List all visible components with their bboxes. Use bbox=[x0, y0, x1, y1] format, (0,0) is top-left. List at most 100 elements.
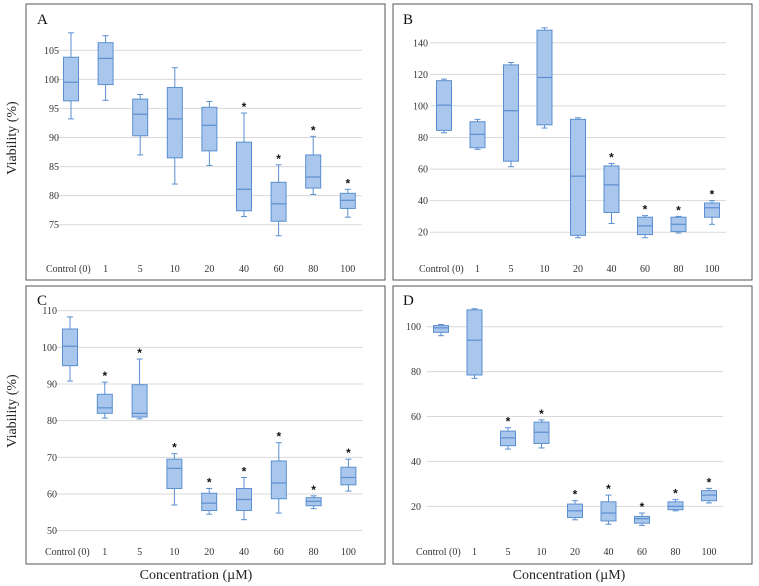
y-tick-label: 80 bbox=[411, 367, 421, 378]
panel-label: C bbox=[37, 293, 47, 309]
y-tick-label: 80 bbox=[418, 133, 428, 144]
y-tick-label: 120 bbox=[413, 70, 428, 81]
x-tick-label: 80 bbox=[308, 264, 318, 275]
y-tick-label: 20 bbox=[418, 228, 428, 239]
significance-mark: * bbox=[643, 203, 648, 217]
x-tick-label: 1 bbox=[475, 264, 480, 275]
panel-c: C 50 60 70 80 90 100 110 Control (0) 1 5 10 20 40 60 80… bbox=[25, 285, 386, 565]
y-tick-label: 90 bbox=[47, 380, 57, 391]
x-tick-label: 80 bbox=[674, 264, 684, 275]
x-tick-label: 20 bbox=[570, 547, 580, 558]
box-d-3: * bbox=[533, 407, 550, 449]
box-iqr bbox=[166, 458, 183, 489]
x-tick-label: 100 bbox=[702, 547, 717, 558]
box-iqr bbox=[634, 515, 650, 524]
x-tick-label: 1 bbox=[472, 547, 477, 558]
y-tick-label: 110 bbox=[42, 306, 57, 317]
significance-mark: * bbox=[609, 151, 614, 165]
x-tick-label: 1 bbox=[103, 264, 108, 275]
significance-mark: * bbox=[676, 203, 681, 217]
box-c-0 bbox=[62, 316, 78, 382]
box-b-8: * bbox=[704, 188, 720, 225]
box-a-4 bbox=[201, 100, 218, 166]
box-c-7: * bbox=[305, 483, 322, 510]
box-c-4: * bbox=[201, 476, 218, 515]
significance-mark: * bbox=[242, 100, 247, 114]
panel-label: B bbox=[403, 12, 413, 28]
box-b-5: * bbox=[603, 151, 620, 225]
y-tick-label: 80 bbox=[47, 416, 57, 427]
box-d-2: * bbox=[500, 415, 516, 450]
x-tick-label: 5 bbox=[506, 547, 511, 558]
box-iqr bbox=[704, 202, 720, 218]
box-a-2 bbox=[132, 93, 149, 156]
box-iqr bbox=[603, 165, 620, 213]
panel-frame bbox=[392, 3, 753, 281]
significance-mark: * bbox=[311, 483, 316, 497]
y-tick-label: 100 bbox=[44, 75, 59, 86]
box-iqr bbox=[166, 86, 183, 159]
x-tick-label: 60 bbox=[637, 547, 647, 558]
x-tick-label: 20 bbox=[573, 264, 583, 275]
box-b-2 bbox=[503, 62, 519, 168]
box-b-7: * bbox=[670, 203, 687, 234]
y-tick-label: 60 bbox=[47, 490, 57, 501]
x-tick-label: Control (0) bbox=[45, 547, 90, 558]
significance-mark: * bbox=[707, 475, 712, 489]
panel-label: D bbox=[403, 293, 414, 309]
y-tick-label: 105 bbox=[44, 46, 59, 57]
significance-mark: * bbox=[137, 346, 142, 360]
y-tick-label: 40 bbox=[418, 196, 428, 207]
box-iqr bbox=[600, 501, 617, 522]
significance-mark: * bbox=[640, 500, 645, 514]
y-tick-label: 70 bbox=[47, 453, 57, 464]
y-tick-label: 90 bbox=[49, 133, 59, 144]
x-tick-label: 40 bbox=[239, 547, 249, 558]
y-tick-label: 85 bbox=[49, 162, 59, 173]
significance-mark: * bbox=[311, 123, 316, 137]
significance-mark: * bbox=[276, 152, 281, 166]
x-tick-label: 60 bbox=[274, 547, 284, 558]
box-iqr bbox=[62, 328, 78, 367]
panel-a: A 75 80 85 90 95 100 105 Control (0) 1 5 10 20 40 60 80… bbox=[25, 3, 386, 281]
x-tick-label: 10 bbox=[537, 547, 547, 558]
box-c-2: * bbox=[131, 346, 148, 420]
x-tick-label: 5 bbox=[509, 264, 514, 275]
y-tick-label: 100 bbox=[42, 343, 57, 354]
box-b-6: * bbox=[637, 203, 653, 239]
x-tick-label: 100 bbox=[705, 264, 720, 275]
panel-frame bbox=[25, 3, 386, 281]
box-b-4 bbox=[570, 117, 586, 239]
box-c-8: * bbox=[340, 446, 357, 492]
x-tick-label: 80 bbox=[671, 547, 681, 558]
significance-mark: * bbox=[606, 482, 611, 496]
box-iqr bbox=[201, 106, 218, 152]
x-tick-label: Control (0) bbox=[416, 547, 461, 558]
significance-mark: * bbox=[673, 487, 678, 501]
significance-mark: * bbox=[506, 415, 511, 429]
y-tick-label: 95 bbox=[49, 104, 59, 115]
box-c-5: * bbox=[236, 465, 252, 521]
x-axis-label-left: Concentration (µM) bbox=[140, 568, 253, 583]
significance-mark: * bbox=[573, 488, 578, 502]
panel-b: B 20 40 60 80 100 120 140 Control (0) 1 5 10 20 40 60 8… bbox=[392, 3, 753, 281]
x-tick-label: 5 bbox=[138, 264, 143, 275]
y-tick-label: 75 bbox=[49, 220, 59, 231]
y-tick-label: 50 bbox=[47, 526, 57, 537]
panel-d: D 20 40 60 80 100 Control (0) 1 5 10 20 40 60 80 100 * *… bbox=[392, 285, 753, 565]
significance-mark: * bbox=[710, 188, 715, 202]
panel-frame bbox=[25, 285, 386, 565]
significance-mark: * bbox=[172, 441, 177, 455]
y-tick-label: 40 bbox=[411, 457, 421, 468]
box-iqr bbox=[201, 492, 218, 511]
significance-mark: * bbox=[345, 176, 350, 190]
x-tick-label: Control (0) bbox=[46, 264, 91, 275]
box-iqr bbox=[433, 325, 449, 333]
significance-mark: * bbox=[539, 407, 544, 421]
box-a-3 bbox=[166, 67, 183, 185]
box-d-7: * bbox=[667, 487, 684, 512]
box-iqr bbox=[270, 460, 287, 500]
box-iqr bbox=[270, 181, 287, 222]
x-tick-label: 40 bbox=[607, 264, 617, 275]
